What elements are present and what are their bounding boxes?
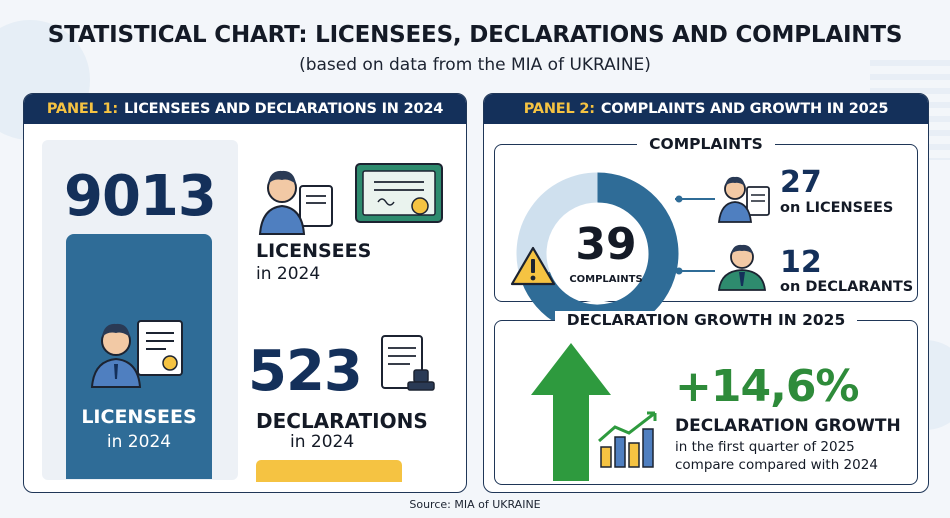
page-title: STATISTICAL CHART: LICENSEES, DECLARATIO…	[47, 22, 903, 48]
declarations-value: 523	[248, 339, 363, 404]
declarant-complaints-label: on DECLARANTS	[780, 279, 914, 295]
panel-2-heading: COMPLAINTS AND GROWTH IN 2025	[600, 101, 889, 117]
growth-title: DECLARATION GROWTH IN 2025	[495, 311, 917, 329]
licensees-bar-label: LICENSEES	[81, 406, 197, 428]
complaints-title: COMPLAINTS	[495, 135, 917, 153]
panel-1-tag: PANEL 1:	[46, 101, 118, 117]
growth-chart-icon	[598, 411, 657, 468]
officer-licensee-icon	[717, 176, 770, 223]
licensees-year: in 2024	[256, 264, 321, 284]
growth-value: +14,6%	[675, 361, 860, 412]
officer-certificate-icon	[90, 320, 183, 388]
licensee-complaints-value: 27	[780, 165, 822, 200]
panel-1-heading: LICENSEES AND DECLARATIONS IN 2024	[123, 101, 444, 117]
complaints-donut: 39 COMPLAINTS	[515, 171, 680, 336]
connector-lines	[675, 195, 715, 275]
complaints-total: 39	[575, 219, 637, 270]
growth-box: DECLARATION GROWTH IN 2025 +14,6% DECLAR…	[494, 311, 918, 485]
source-note: Source: MIA of UKRAINE	[409, 498, 541, 511]
panel-licensees-declarations: PANEL 1: LICENSEES AND DECLARATIONS IN 2…	[23, 93, 467, 493]
licensee-complaints-label: on LICENSEES	[780, 200, 894, 216]
complaints-total-label: COMPLAINTS	[569, 274, 643, 285]
panel-2-header: PANEL 2: COMPLAINTS AND GROWTH IN 2025	[484, 94, 928, 124]
licensees-value: 9013	[64, 164, 217, 229]
declarant-complaints-value: 12	[780, 245, 822, 280]
panel-complaints-growth: PANEL 2: COMPLAINTS AND GROWTH IN 2025 C…	[483, 93, 929, 493]
declarant-icon	[717, 244, 767, 291]
panel-2-tag: PANEL 2:	[523, 101, 595, 117]
panel-1-header: PANEL 1: LICENSEES AND DECLARATIONS IN 2…	[24, 94, 466, 124]
donut-hole	[548, 204, 647, 303]
growth-sub-1: in the first quarter of 2025	[675, 439, 855, 455]
declarations-bar	[256, 460, 402, 482]
officer-icon	[258, 170, 333, 235]
warning-icon	[510, 246, 556, 286]
page-subtitle: (based on data from the MIA of UKRAINE)	[299, 55, 651, 75]
declarations-label: DECLARATIONS	[256, 409, 428, 433]
declarations-year: in 2024	[290, 432, 355, 452]
licensees-label: LICENSEES	[256, 240, 372, 262]
up-arrow-icon	[531, 343, 611, 481]
certificate-icon	[355, 163, 443, 223]
complaints-donut-chart	[516, 172, 679, 335]
growth-label: DECLARATION GROWTH	[675, 416, 901, 436]
complaints-box: COMPLAINTS 39 COMPLAINTS 27	[494, 135, 918, 335]
growth-sub-2: compare compared with 2024	[675, 457, 878, 473]
donut-segment-licensees	[521, 172, 679, 335]
licensees-bar-year: in 2024	[106, 432, 172, 452]
document-stamp-icon	[381, 335, 435, 391]
